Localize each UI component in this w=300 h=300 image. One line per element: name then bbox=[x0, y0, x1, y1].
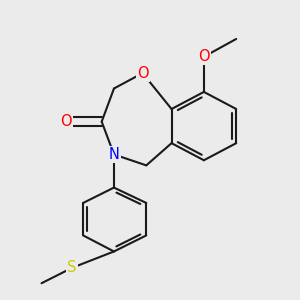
Text: N: N bbox=[109, 147, 119, 162]
Text: O: O bbox=[137, 66, 148, 81]
Text: O: O bbox=[198, 49, 210, 64]
Text: O: O bbox=[61, 114, 72, 129]
Text: S: S bbox=[67, 260, 77, 275]
